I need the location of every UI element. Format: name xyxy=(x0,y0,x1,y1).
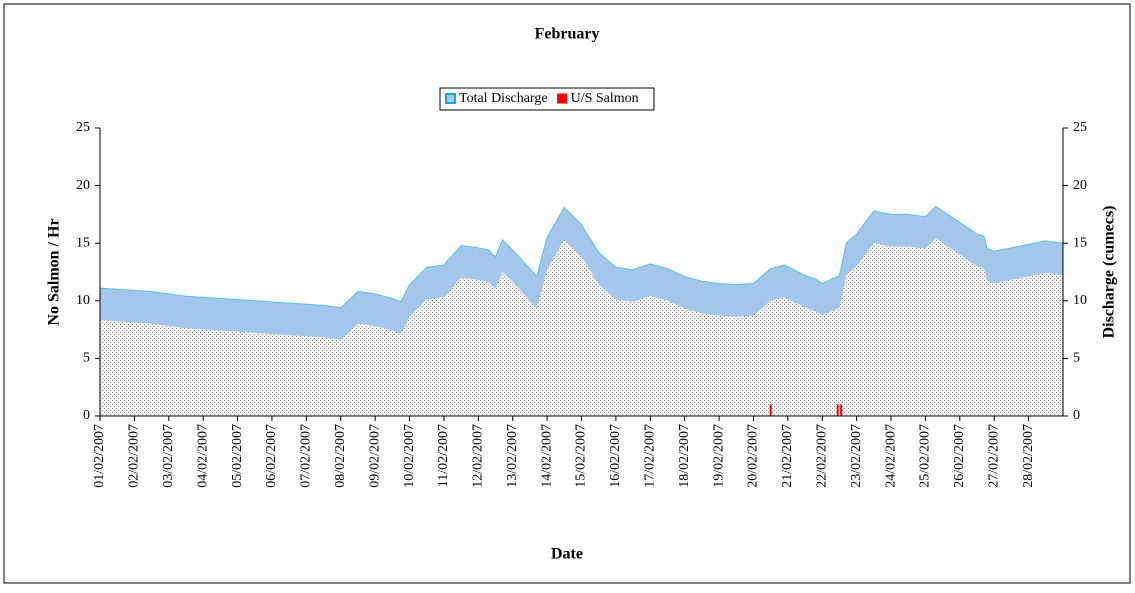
x-tick-label: 18/02/2007 xyxy=(677,424,692,488)
x-axis-title: Date xyxy=(551,546,583,563)
y-tick-label: 20 xyxy=(76,178,90,193)
x-tick-label: 11/02/2007 xyxy=(436,424,451,487)
x-tick-label: 22/02/2007 xyxy=(814,424,829,488)
legend-label: U/S Salmon xyxy=(571,91,639,106)
x-tick-label: 23/02/2007 xyxy=(849,424,864,488)
x-tick-label: 26/02/2007 xyxy=(952,424,967,488)
y-tick-label: 0 xyxy=(83,408,90,423)
x-tick-label: 14/02/2007 xyxy=(539,424,554,488)
y2-tick-label: 15 xyxy=(1073,235,1087,250)
discharge-shade-group xyxy=(100,238,1063,416)
x-tick-label: 24/02/2007 xyxy=(883,424,898,488)
salmon-bar xyxy=(836,404,839,416)
x-tick-label: 01/02/2007 xyxy=(92,424,107,488)
salmon-bar xyxy=(769,404,772,416)
legend-swatch xyxy=(445,93,456,104)
x-tick-label: 28/02/2007 xyxy=(1021,424,1036,488)
x-tick-label: 08/02/2007 xyxy=(333,424,348,488)
x-tick-label: 20/02/2007 xyxy=(746,424,761,488)
x-tick-label: 10/02/2007 xyxy=(402,424,417,488)
x-tick-label: 25/02/2007 xyxy=(918,424,933,488)
x-tick-label: 05/02/2007 xyxy=(230,424,245,488)
y-tick-label: 10 xyxy=(76,293,90,308)
y-tick-label: 5 xyxy=(83,351,90,366)
y2-tick-label: 5 xyxy=(1073,351,1080,366)
x-tick-label: 13/02/2007 xyxy=(505,424,520,488)
y2-tick-label: 0 xyxy=(1073,408,1080,423)
x-tick-label: 12/02/2007 xyxy=(471,424,486,488)
discharge-shade xyxy=(100,238,1063,416)
y2-axis-title: Discharge (cumecs) xyxy=(1101,206,1118,339)
x-tick-label: 04/02/2007 xyxy=(195,424,210,488)
x-tick-label: 02/02/2007 xyxy=(127,424,142,488)
y2-tick-label: 20 xyxy=(1073,178,1087,193)
legend-box xyxy=(439,87,655,111)
x-tick-label: 09/02/2007 xyxy=(367,424,382,488)
legend-swatch xyxy=(557,93,568,104)
y-tick-label: 25 xyxy=(76,120,90,135)
y-axis-title: No Salmon / Hr xyxy=(46,218,63,325)
chart-title: February xyxy=(535,26,600,43)
legend: Total Discharge U/S Salmon xyxy=(439,87,655,111)
x-tick-label: 17/02/2007 xyxy=(643,424,658,488)
x-tick-label: 21/02/2007 xyxy=(780,424,795,488)
x-tick-label: 16/02/2007 xyxy=(608,424,623,488)
salmon-bar xyxy=(840,404,843,416)
x-tick-label: 07/02/2007 xyxy=(299,424,314,488)
x-tick-label: 03/02/2007 xyxy=(161,424,176,488)
y2-tick-label: 25 xyxy=(1073,120,1087,135)
legend-label: Total Discharge xyxy=(459,91,548,106)
y-tick-label: 15 xyxy=(76,235,90,250)
x-tick-label: 27/02/2007 xyxy=(986,424,1001,488)
x-tick-label: 15/02/2007 xyxy=(574,424,589,488)
x-tick-label: 06/02/2007 xyxy=(264,424,279,488)
y2-tick-label: 10 xyxy=(1073,293,1087,308)
x-tick-label: 19/02/2007 xyxy=(711,424,726,488)
